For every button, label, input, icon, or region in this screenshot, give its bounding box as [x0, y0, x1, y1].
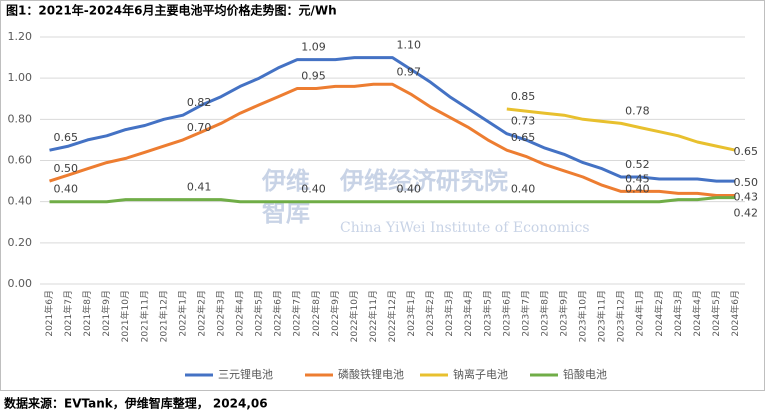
data-label: 0.41	[187, 181, 212, 194]
x-tick-label: 2023年5月	[481, 290, 493, 337]
data-label: 0.40	[625, 183, 650, 196]
x-tick-label: 2023年12月	[615, 290, 627, 342]
watermark-text: 智库	[262, 199, 310, 227]
data-label: 0.45	[625, 172, 650, 185]
x-tick-label: 2022年7月	[291, 290, 303, 337]
x-tick-label: 2023年7月	[519, 290, 531, 337]
x-tick-label: 2024年4月	[691, 290, 703, 337]
y-tick-label: 0.20	[8, 236, 33, 249]
data-label: 0.43	[733, 190, 758, 203]
data-label: 0.78	[625, 104, 650, 117]
data-label: 0.70	[187, 121, 212, 134]
data-label: 0.65	[54, 131, 78, 144]
data-label: 0.65	[733, 145, 758, 158]
x-tick-label: 2021年12月	[157, 290, 169, 342]
legend-label: 三元锂电池	[218, 367, 273, 381]
x-tick-label: 2022年4月	[234, 290, 246, 337]
data-label: 1.10	[397, 39, 422, 52]
watermark: 伊维 智库 伊维经济研究院 China YiWei Institute of E…	[261, 167, 590, 236]
watermark-text: 伊维	[261, 167, 310, 195]
x-tick-label: 2022年12月	[386, 290, 398, 342]
data-label: 1.09	[301, 41, 326, 54]
x-tick-label: 2023年3月	[443, 290, 455, 337]
data-label: 0.65	[511, 131, 536, 144]
data-label: 0.95	[301, 69, 326, 82]
x-tick-label: 2022年1月	[176, 290, 188, 337]
legend-label: 铅酸电池	[563, 367, 607, 381]
data-label: 0.50	[54, 162, 78, 175]
watermark-text: 伊维经济研究院	[339, 167, 508, 195]
source-note: 数据来源：EVTank，伊维智库整理， 2024,06	[4, 396, 268, 411]
data-label: 0.40	[511, 183, 536, 196]
x-tick-label: 2022年3月	[215, 290, 227, 337]
x-tick-label: 2022年8月	[310, 290, 322, 337]
series-line	[506, 107, 736, 152]
x-tick-label: 2024年5月	[710, 290, 722, 337]
x-tick-label: 2021年6月	[43, 290, 55, 337]
x-tick-label: 2022年6月	[272, 290, 284, 337]
y-tick-label: 0.00	[8, 277, 33, 290]
data-label: 0.85	[511, 90, 536, 103]
data-label: 0.40	[301, 183, 326, 196]
x-tick-label: 2023年1月	[405, 290, 417, 337]
x-tick-label: 2022年9月	[329, 290, 341, 337]
x-tick-label: 2021年9月	[100, 290, 112, 337]
x-tick-label: 2023年11月	[596, 290, 608, 342]
x-tick-label: 2024年2月	[653, 290, 665, 337]
x-tick-label: 2022年2月	[195, 290, 207, 337]
x-tick-label: 2021年8月	[81, 290, 93, 337]
x-tick-label: 2023年2月	[424, 290, 436, 337]
legend-label: 磷酸铁锂电池	[338, 367, 404, 381]
x-tick-label: 2021年11月	[138, 290, 150, 342]
series-line	[49, 196, 736, 204]
data-label: 0.82	[187, 96, 212, 109]
x-tick-label: 2022年5月	[253, 290, 265, 337]
data-label: 0.40	[54, 183, 78, 196]
x-tick-label: 2023年10月	[577, 290, 589, 342]
x-tick-label: 2023年9月	[557, 290, 569, 337]
y-tick-label: 1.00	[8, 71, 33, 84]
series-line	[49, 56, 736, 183]
data-label: 0.40	[397, 183, 422, 196]
y-tick-label: 0.80	[8, 112, 33, 125]
watermark-text: China YiWei Institute of Economics	[340, 220, 590, 236]
series-line	[49, 82, 736, 197]
x-tick-label: 2024年1月	[634, 290, 646, 337]
x-tick-label: 2023年4月	[462, 290, 474, 337]
y-tick-label: 0.60	[8, 154, 33, 167]
x-tick-label: 2022年11月	[367, 290, 379, 342]
x-tick-label: 2022年10月	[348, 290, 360, 342]
x-tick-label: 2021年10月	[119, 290, 131, 342]
data-label: 0.97	[397, 65, 422, 78]
data-label: 0.73	[511, 115, 536, 128]
x-tick-label: 2023年6月	[500, 290, 512, 337]
x-tick-label: 2021年7月	[62, 290, 74, 337]
data-label: 0.52	[625, 158, 650, 171]
chart-title: 图1：2021年-2024年6月主要电池平均价格走势图：元/Wh	[6, 3, 337, 18]
x-tick-label: 2024年3月	[672, 290, 684, 337]
data-label: 0.50	[733, 176, 758, 189]
y-tick-label: 1.20	[8, 30, 33, 43]
legend-label: 钠离子电池	[453, 367, 508, 381]
x-tick-label: 2024年6月	[729, 290, 741, 337]
data-label: 0.42	[733, 207, 758, 220]
x-tick-label: 2023年8月	[538, 290, 550, 337]
y-tick-label: 0.40	[8, 195, 33, 208]
